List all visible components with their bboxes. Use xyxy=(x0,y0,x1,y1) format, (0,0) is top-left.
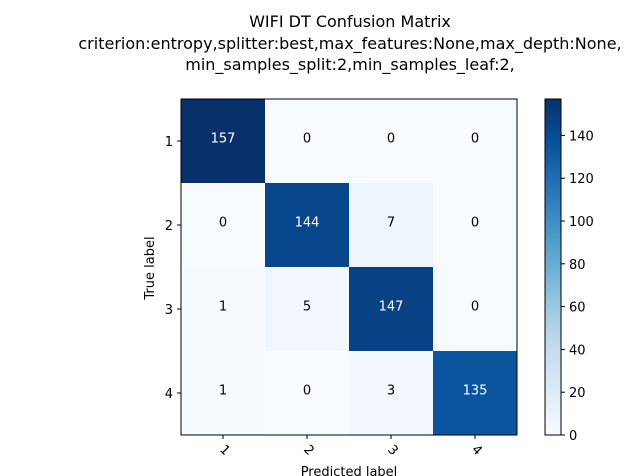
cell-value-label: 7 xyxy=(387,216,395,231)
cell-value-label: 1 xyxy=(219,384,227,399)
colorbar-tick-label: 80 xyxy=(569,258,586,273)
heatmap-cell xyxy=(265,99,349,183)
chart-title-line-3: min_samples_split:2,min_samples_leaf:2, xyxy=(185,55,514,75)
y-tick-label: 2 xyxy=(165,219,173,234)
heatmap-cell xyxy=(181,183,265,267)
plot-frame xyxy=(180,98,518,436)
cell-value-label: 157 xyxy=(211,132,236,147)
colorbar-tick-label: 140 xyxy=(569,129,594,144)
cell-value-label: 3 xyxy=(387,384,395,399)
heatmap-cell-labels: 157 0 0 0 0 144 7 0 1 5 147 0 1 0 3 135 xyxy=(211,132,488,399)
heatmap-cell xyxy=(265,351,349,435)
colorbar xyxy=(544,98,562,436)
y-tick-label: 3 xyxy=(165,303,173,318)
heatmap-cell xyxy=(181,351,265,435)
cell-value-label: 1 xyxy=(219,300,227,315)
colorbar-tick-label: 40 xyxy=(569,343,586,358)
colorbar-ticks: 0 20 40 60 80 100 120 140 xyxy=(561,129,594,444)
cell-value-label: 0 xyxy=(471,216,479,231)
heatmap-cell xyxy=(265,267,349,351)
heatmap-cell xyxy=(349,183,433,267)
colorbar-tick-label: 60 xyxy=(569,301,586,316)
cell-value-label: 135 xyxy=(463,384,488,399)
cell-value-label: 147 xyxy=(379,300,404,315)
x-tick-label: 4 xyxy=(468,442,484,458)
heatmap-cell xyxy=(349,351,433,435)
x-tick-label: 1 xyxy=(216,442,232,458)
x-axis-label: Predicted label xyxy=(301,465,398,476)
cell-value-label: 0 xyxy=(471,300,479,315)
heatmap-cell xyxy=(349,99,433,183)
colorbar-tick-label: 0 xyxy=(569,429,577,444)
heatmap-cell xyxy=(265,183,349,267)
cell-value-label: 0 xyxy=(387,132,395,147)
colorbar-tick-label: 20 xyxy=(569,386,586,401)
cell-value-label: 0 xyxy=(303,132,311,147)
cell-value-label: 0 xyxy=(471,132,479,147)
y-axis-ticks: 1 2 3 4 xyxy=(165,135,181,402)
heatmap-cell xyxy=(433,351,517,435)
heatmap-cell xyxy=(433,183,517,267)
cell-value-label: 144 xyxy=(295,216,320,231)
x-tick-label: 3 xyxy=(384,442,400,458)
x-axis-ticks: 1 2 3 4 xyxy=(216,435,485,459)
x-tick-label: 2 xyxy=(300,442,316,458)
heatmap-cell xyxy=(181,267,265,351)
y-axis-label: True label xyxy=(143,236,158,300)
colorbar-tick-label: 120 xyxy=(569,172,594,187)
cell-value-label: 0 xyxy=(303,384,311,399)
heatmap-cells xyxy=(181,99,517,435)
y-tick-label: 1 xyxy=(165,135,173,150)
cell-value-label: 5 xyxy=(303,300,311,315)
y-tick-label: 4 xyxy=(165,387,173,402)
cell-value-label: 0 xyxy=(219,216,227,231)
heatmap-cell xyxy=(433,267,517,351)
heatmap-cell xyxy=(349,267,433,351)
heatmap-cell xyxy=(433,99,517,183)
heatmap-cell xyxy=(181,99,265,183)
colorbar-tick-label: 100 xyxy=(569,215,594,230)
chart-title-line-2: criterion:entropy,splitter:best,max_feat… xyxy=(78,34,621,54)
chart-title-line-1: WIFI DT Confusion Matrix xyxy=(249,12,451,31)
